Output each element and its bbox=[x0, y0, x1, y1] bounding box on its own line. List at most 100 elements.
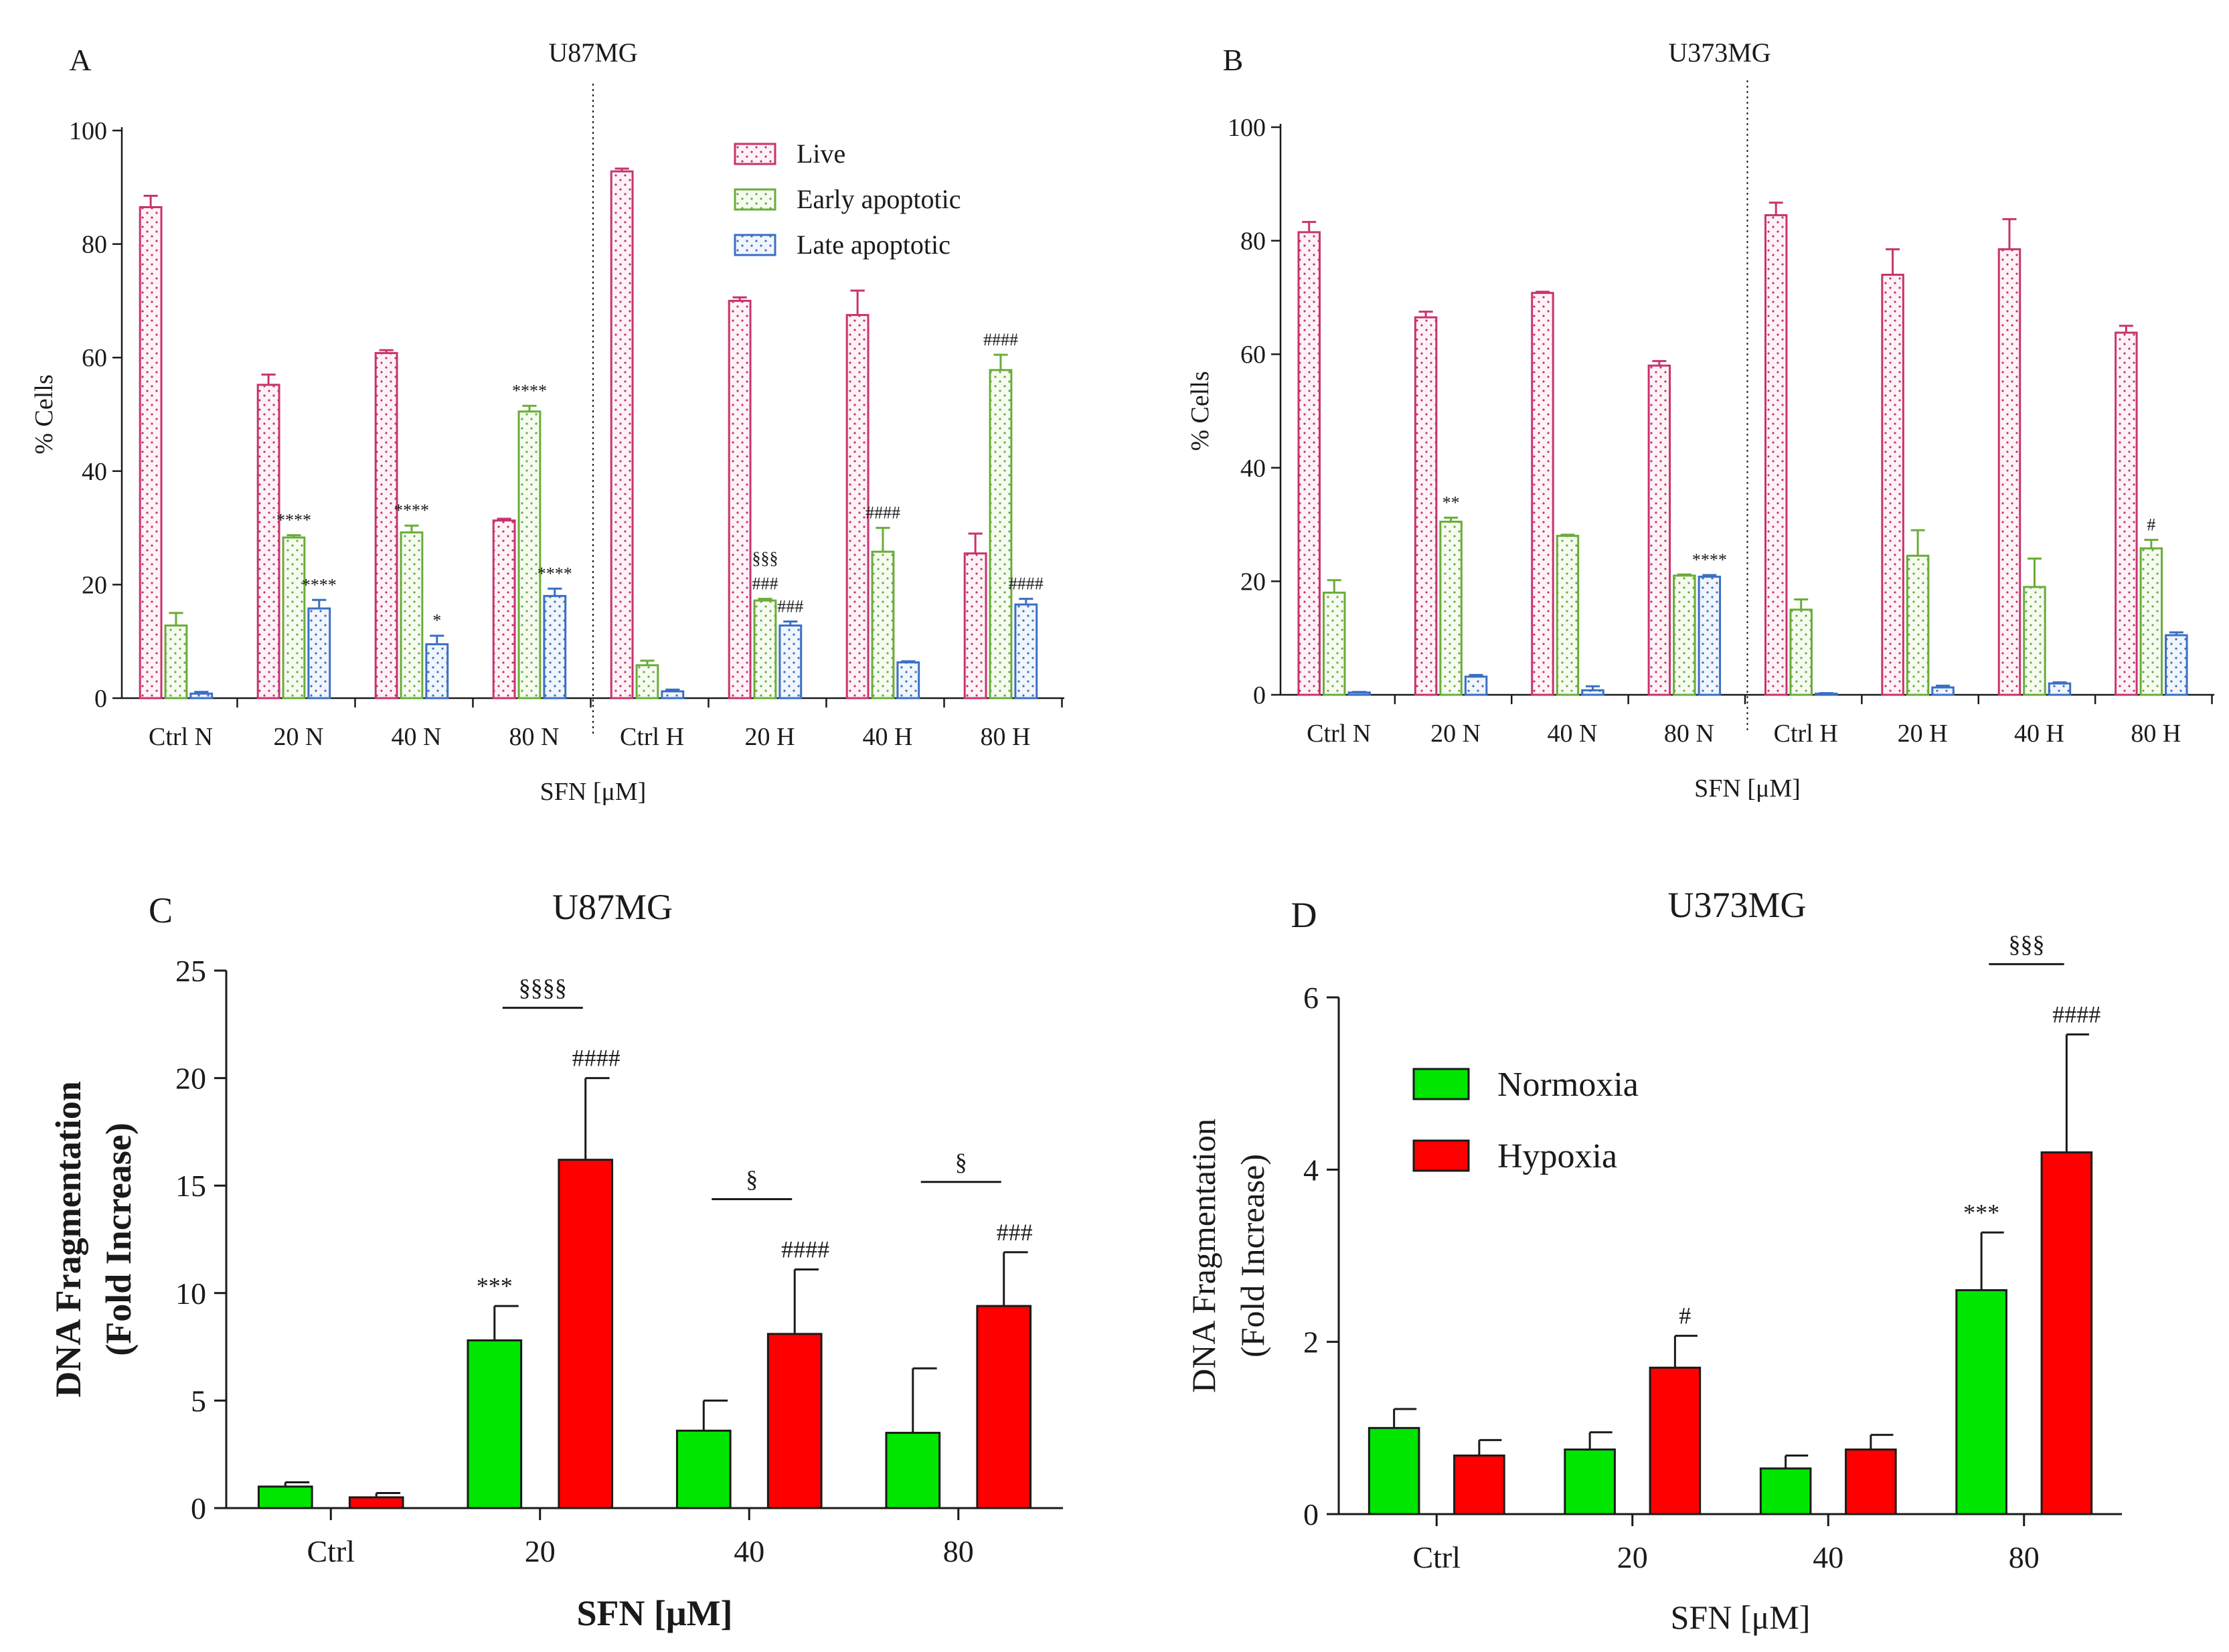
legend-label-hypoxia: Hypoxia bbox=[1497, 1137, 1617, 1175]
panel-D: D U373MG 0 2 4 6 DNA Fragmentation (Fold Increa… bbox=[1185, 885, 2122, 1636]
panel-letter: D bbox=[1291, 895, 1317, 935]
y-tick-label: 80 bbox=[82, 231, 107, 259]
bar-early bbox=[1439, 520, 1463, 696]
bar-hypoxia bbox=[558, 1159, 614, 1509]
significance-label: ### bbox=[752, 574, 778, 594]
bar-live bbox=[2115, 331, 2138, 696]
bar-live bbox=[963, 552, 987, 699]
significance-label: *** bbox=[1963, 1199, 1999, 1226]
y-tick-label: 5 bbox=[191, 1384, 206, 1418]
significance-label: **** bbox=[512, 381, 547, 400]
y-tick-label: 20 bbox=[175, 1062, 206, 1096]
x-tick-label: Ctrl N bbox=[149, 723, 213, 751]
bar-early bbox=[2139, 547, 2163, 696]
legend-swatch-normoxia bbox=[1412, 1068, 1470, 1100]
bar-late bbox=[425, 643, 449, 699]
bar-normoxia bbox=[467, 1339, 523, 1509]
bar-early bbox=[164, 624, 188, 699]
x-tick-label: Ctrl H bbox=[620, 723, 684, 751]
bar-normoxia bbox=[1955, 1289, 2007, 1515]
bar-late bbox=[1698, 576, 1722, 696]
bar-early bbox=[753, 599, 777, 699]
bar-early bbox=[400, 531, 424, 699]
y-tick-label: 0 bbox=[94, 685, 107, 713]
bar-late bbox=[2165, 634, 2188, 696]
x-tick-label: Ctrl bbox=[307, 1534, 355, 1568]
y-tick-label: 100 bbox=[69, 117, 107, 145]
significance-label: # bbox=[2147, 515, 2155, 534]
x-tick-label: 80 H bbox=[981, 723, 1031, 751]
y-tick-label: 25 bbox=[175, 954, 206, 988]
x-tick-label: 80 H bbox=[2131, 720, 2181, 748]
bar-early bbox=[1906, 554, 1930, 696]
x-tick-label: 40 H bbox=[2014, 720, 2064, 748]
panel-letter: B bbox=[1223, 43, 1244, 77]
bar-normoxia bbox=[1759, 1467, 1812, 1515]
bar-live bbox=[256, 384, 280, 699]
chart-title: U373MG bbox=[1668, 37, 1770, 68]
chart-title: U87MG bbox=[548, 37, 637, 68]
panel-letter: C bbox=[149, 890, 173, 930]
bar-live bbox=[610, 170, 634, 699]
y-tick-label: 6 bbox=[1303, 981, 1319, 1015]
y-tick-label: 40 bbox=[82, 458, 107, 486]
bar-live bbox=[374, 351, 398, 699]
x-tick-label: Ctrl bbox=[1412, 1540, 1461, 1574]
bar-normoxia bbox=[1564, 1449, 1616, 1515]
bar-late bbox=[307, 607, 331, 699]
y-axis-label-line2: (Fold Increase) bbox=[1234, 1154, 1271, 1357]
x-tick-label: 80 bbox=[943, 1534, 974, 1568]
bar-early bbox=[282, 536, 306, 699]
y-tick-label: 60 bbox=[1240, 341, 1266, 369]
panel-C: C U87MG 0 5 10 15 20 25 DNA Fragmentation (Fold I… bbox=[48, 887, 1063, 1633]
y-axis-label: % Cells bbox=[30, 374, 58, 454]
significance-label: ### bbox=[997, 1219, 1033, 1246]
chart-title: U87MG bbox=[552, 887, 673, 927]
bar-hypoxia bbox=[766, 1333, 823, 1509]
legend-swatch-hypoxia bbox=[1412, 1139, 1470, 1172]
y-tick-label: 80 bbox=[1240, 228, 1266, 256]
y-tick-label: 20 bbox=[82, 571, 107, 599]
bar-hypoxia bbox=[348, 1496, 404, 1509]
bar-late bbox=[1464, 675, 1488, 696]
bar-early bbox=[989, 369, 1013, 699]
bar-late bbox=[1014, 603, 1038, 699]
bar-early bbox=[871, 550, 895, 699]
significance-label: # bbox=[1679, 1303, 1691, 1329]
significance-label: **** bbox=[1692, 550, 1727, 570]
bar-early bbox=[2023, 586, 2046, 696]
x-tick-label: 40 N bbox=[1547, 720, 1597, 748]
significance-label: **** bbox=[302, 575, 337, 594]
y-axis-label-line1: DNA Fragmentation bbox=[1185, 1119, 1222, 1393]
bar-late bbox=[543, 594, 567, 699]
y-tick-label: 0 bbox=[1253, 681, 1266, 710]
significance-label: #### bbox=[2052, 1001, 2100, 1027]
bar-live bbox=[1764, 214, 1788, 696]
y-tick-label: 20 bbox=[1240, 568, 1266, 596]
y-tick-label: 60 bbox=[82, 344, 107, 372]
y-axis-label-line2: (Fold Increase) bbox=[98, 1123, 139, 1355]
bar-late bbox=[896, 661, 920, 699]
y-tick-label: 100 bbox=[1228, 114, 1266, 142]
bar-early bbox=[1322, 591, 1346, 696]
y-tick-label: 15 bbox=[175, 1169, 206, 1203]
bracket-label: §§§ bbox=[2008, 930, 2044, 957]
y-tick-label: 10 bbox=[175, 1276, 206, 1311]
y-tick-label: 4 bbox=[1303, 1153, 1319, 1187]
x-tick-label: 40 bbox=[1813, 1540, 1843, 1574]
bar-normoxia bbox=[1368, 1426, 1420, 1515]
bar-normoxia bbox=[257, 1485, 313, 1509]
y-axis-label: % Cells bbox=[1186, 371, 1214, 450]
bar-hypoxia bbox=[976, 1305, 1032, 1509]
legend-label-late: Late apoptotic bbox=[797, 230, 951, 260]
y-tick-label: 0 bbox=[191, 1491, 206, 1525]
significance-label: #### bbox=[983, 330, 1018, 349]
significance-label: #### bbox=[865, 503, 900, 523]
y-tick-label: 2 bbox=[1303, 1325, 1319, 1359]
bar-live bbox=[1531, 292, 1554, 696]
bar-late bbox=[189, 692, 214, 699]
x-tick-label: Ctrl N bbox=[1307, 720, 1371, 748]
significance-label: #### bbox=[572, 1045, 621, 1072]
